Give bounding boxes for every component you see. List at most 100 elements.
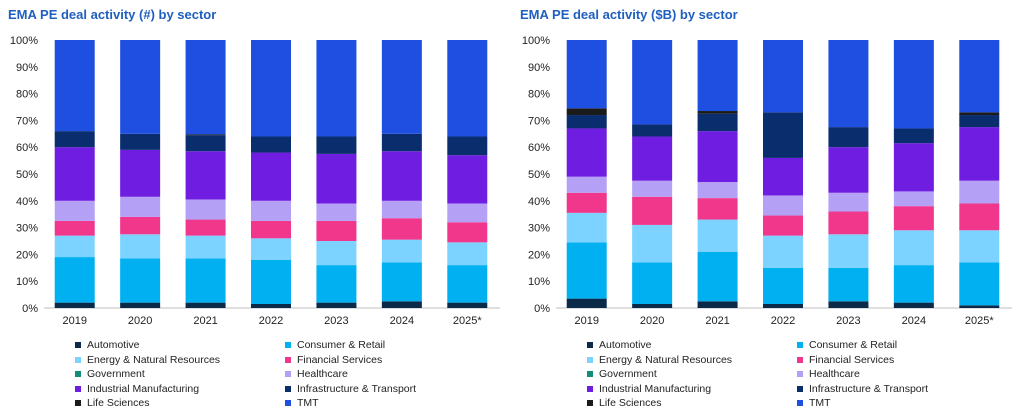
legend-swatch (75, 371, 81, 378)
bar-segment (632, 262, 673, 304)
bar-segment (828, 147, 869, 193)
bar-segment (251, 238, 291, 260)
bar-segment (763, 235, 803, 268)
bar-segment (251, 220, 291, 239)
x-tick-label: 2022 (771, 315, 795, 327)
bar-segment (566, 298, 607, 308)
bar-segment (54, 302, 95, 308)
bar-segment (697, 111, 738, 114)
bar-segment (566, 128, 607, 177)
bar-segment (316, 220, 357, 241)
bar-segment (763, 267, 803, 304)
bar-segment (828, 192, 869, 212)
bar-segment (959, 115, 1000, 128)
y-tick-label: 80% (16, 89, 38, 101)
bar-segment (697, 40, 738, 112)
bar-segment (828, 301, 869, 308)
x-tick-label: 2021 (193, 315, 217, 327)
legend-swatch (285, 400, 291, 407)
bar-segment (185, 151, 226, 200)
bar-segment (893, 40, 934, 129)
bar-segment (959, 112, 1000, 116)
x-tick-label: 2024 (390, 315, 414, 327)
bar-segment (959, 127, 1000, 181)
bar-segment (447, 155, 488, 204)
legend-label: Automotive (87, 339, 140, 351)
bar-segment (697, 251, 738, 302)
bar-segment (447, 40, 488, 137)
bar-segment (381, 40, 422, 134)
legend-swatch (797, 385, 803, 392)
legend-swatch (75, 385, 81, 392)
bar-segment (632, 180, 673, 197)
x-tick-label: 2021 (705, 315, 729, 327)
legend-label: Financial Services (809, 353, 895, 366)
legend-label: Infrastructure & Transport (297, 382, 417, 395)
bar-segment (120, 149, 161, 197)
y-tick-label: 40% (16, 196, 38, 208)
bar-segment (566, 212, 607, 243)
x-tick-label: 2025* (453, 315, 482, 327)
y-tick-label: 20% (528, 249, 550, 261)
stacked-bar-chart-deal-value: 0% 10% 20% 30% 40% 50% 60% 70% 80% 90% 100% 2019 202… (522, 35, 1012, 327)
legend-item: Life Sciences (587, 397, 661, 409)
legend-swatch (797, 371, 803, 378)
bar-segment (697, 219, 738, 252)
legend-item: Government (587, 368, 657, 380)
bar-segment (316, 153, 357, 204)
chart-title: EMA PE deal activity ($B) by sector (520, 7, 738, 22)
bar-segment (828, 211, 869, 235)
bar-segment (381, 200, 422, 219)
bar-segment (54, 131, 95, 148)
bar-segment (632, 40, 673, 125)
bar-segment (185, 135, 226, 152)
bar-segment (185, 219, 226, 236)
y-tick-label: 60% (528, 142, 550, 154)
bar-segment (185, 302, 226, 308)
legend-swatch (285, 371, 291, 378)
bar-segment (54, 235, 95, 258)
legend-item: Infrastructure & Transport (285, 383, 416, 395)
bar-segment (120, 302, 161, 308)
chart-title: EMA PE deal activity (#) by sector (8, 7, 217, 22)
y-tick-label: 40% (528, 196, 550, 208)
legend-swatch (797, 356, 803, 363)
x-tick-label: 2023 (836, 315, 860, 327)
bar-segment (566, 242, 607, 299)
bar-segment (120, 40, 161, 134)
legend-label: Energy & Natural Resources (599, 353, 733, 366)
legend-label: Healthcare (297, 368, 348, 381)
bar-segment (697, 113, 738, 132)
legend-item: Life Sciences (75, 397, 149, 409)
bar-segment (120, 196, 161, 217)
chart-panel-deal-count: EMA PE deal activity (#) by sector 0% 10%… (8, 7, 500, 409)
legend-label: Industrial Manufacturing (599, 382, 712, 395)
bar-segment (697, 301, 738, 308)
bar-segment (381, 239, 422, 263)
stacked-bar-chart-deal-count: 0% 10% 20% 30% 40% 50% 60% 70% 80% 90% 100% 2019 202… (10, 35, 500, 327)
bar-segment (566, 115, 607, 129)
legend-label: Infrastructure & Transport (809, 382, 929, 395)
bar-segment (316, 40, 357, 137)
bar-segment (381, 262, 422, 302)
y-tick-label: 20% (16, 249, 38, 261)
bar-segment (763, 195, 803, 216)
bar-segment (54, 147, 95, 201)
bar-segment (316, 302, 357, 308)
bar-segment (447, 222, 488, 243)
legend-label: Automotive (599, 339, 652, 351)
bar-segment (185, 134, 226, 136)
x-tick-label: 2022 (259, 315, 283, 327)
bar-segment (447, 136, 488, 156)
bar-segment (251, 40, 291, 137)
bar-segment (251, 152, 291, 201)
bar-segment (893, 265, 934, 303)
y-tick-label: 30% (528, 223, 550, 235)
bar-segment (828, 267, 869, 302)
legend-item: Financial Services (285, 354, 382, 366)
bar-segment (959, 262, 1000, 306)
legend-item: Industrial Manufacturing (75, 383, 199, 395)
legend-swatch (797, 342, 803, 348)
bar-segment (893, 206, 934, 231)
legend-item: Energy & Natural Resources (75, 354, 220, 366)
